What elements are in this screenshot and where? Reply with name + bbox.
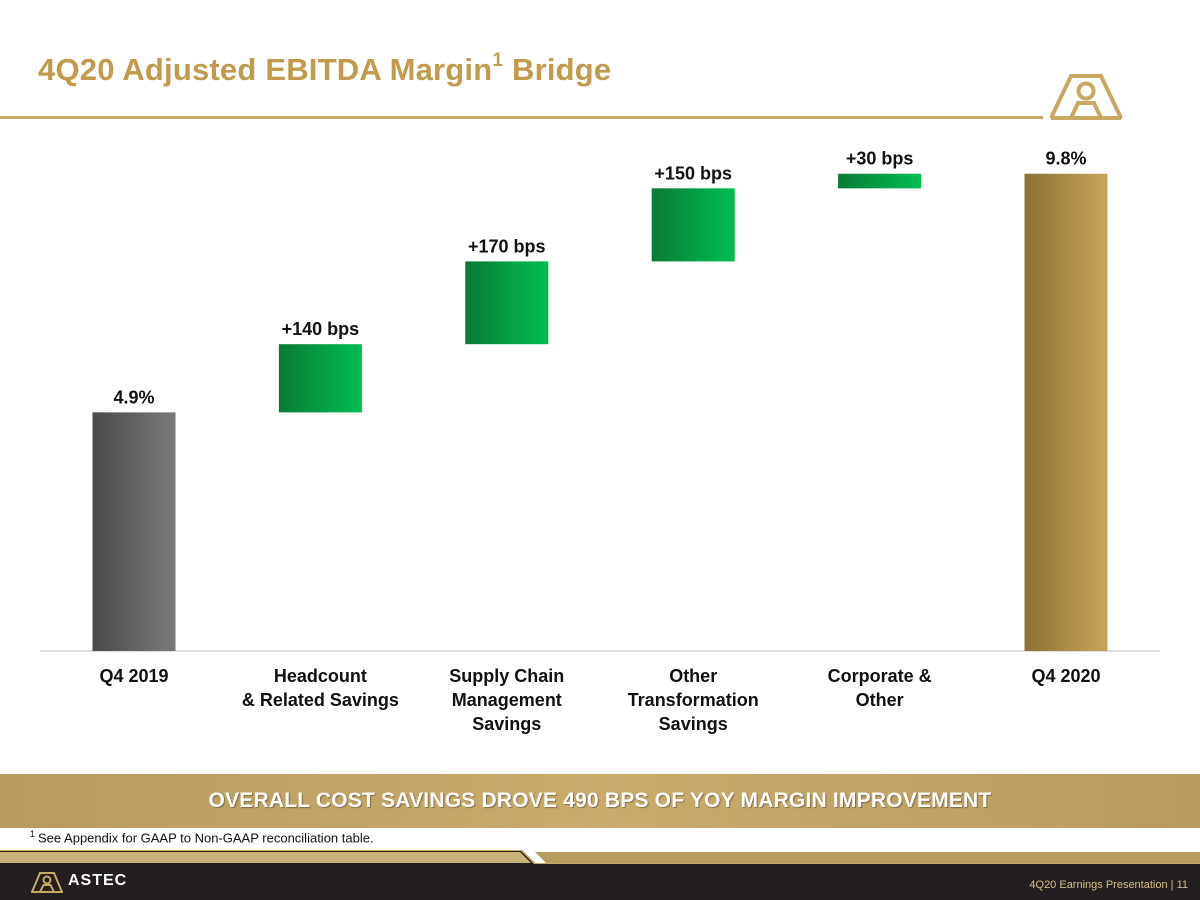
data-label-supply-chain-management-savings: +170 bps bbox=[468, 236, 546, 256]
presentation-name: 4Q20 Earnings Presentation bbox=[1029, 879, 1168, 891]
title-main: 4Q20 Adjusted EBITDA Margin bbox=[38, 52, 493, 87]
bar-headcount-related-savings bbox=[278, 344, 362, 413]
title-suffix: Bridge bbox=[503, 52, 612, 87]
bar-q4-2019 bbox=[92, 412, 176, 651]
data-label-q4-2020: 9.8% bbox=[1045, 149, 1086, 169]
bar-supply-chain-management-savings bbox=[465, 261, 549, 345]
data-label-other-transformation-savings: +150 bps bbox=[654, 163, 732, 183]
category-label-headcount-related-savings: Headcount & Related Savings bbox=[242, 666, 399, 710]
data-label-headcount-related-savings: +140 bps bbox=[282, 319, 360, 339]
summary-banner: OVERALL COST SAVINGS DROVE 490 BPS OF YO… bbox=[0, 774, 1200, 828]
summary-banner-text: OVERALL COST SAVINGS DROVE 490 BPS OF YO… bbox=[208, 789, 992, 812]
footnote-marker: 1 bbox=[30, 829, 36, 839]
footer-band bbox=[0, 850, 1200, 900]
category-label-q4-2019: Q4 2019 bbox=[99, 666, 168, 686]
data-label-corporate-other: +30 bps bbox=[846, 149, 914, 169]
astec-a-logo-icon bbox=[1049, 74, 1123, 120]
footnote: 1 See Appendix for GAAP to Non-GAAP recon… bbox=[30, 829, 374, 845]
waterfall-chart: 4.9% Q4 2019 +140 bps Headcount & Related Sa… bbox=[40, 149, 1160, 734]
category-label-q4-2020: Q4 2020 bbox=[1031, 666, 1100, 686]
category-label-other-transformation-savings: Other Transformation Savings bbox=[628, 666, 759, 734]
footer-brand: ASTEC bbox=[68, 872, 128, 889]
page-title: 4Q20 Adjusted EBITDA Margin1 Bridge bbox=[38, 49, 612, 88]
page-number: 11 bbox=[1176, 879, 1188, 891]
footer-logo-icon bbox=[31, 872, 63, 893]
footnote-text: See Appendix for GAAP to Non-GAAP reconc… bbox=[38, 830, 374, 846]
title-footnote-marker: 1 bbox=[492, 49, 504, 71]
bar-other-transformation-savings bbox=[651, 188, 735, 262]
footer-page-info: 4Q20 Earnings Presentation | 11 bbox=[1029, 879, 1188, 891]
category-label-corporate-other: Corporate & Other bbox=[828, 666, 932, 710]
footer-separator: | bbox=[1170, 879, 1174, 891]
bar-corporate-other bbox=[838, 173, 922, 189]
data-label-q4-2019: 4.9% bbox=[113, 387, 154, 407]
bar-q4-2020 bbox=[1024, 173, 1108, 652]
title-underline bbox=[0, 116, 1043, 119]
category-label-supply-chain-management-savings: Supply Chain Management Savings bbox=[449, 666, 564, 734]
